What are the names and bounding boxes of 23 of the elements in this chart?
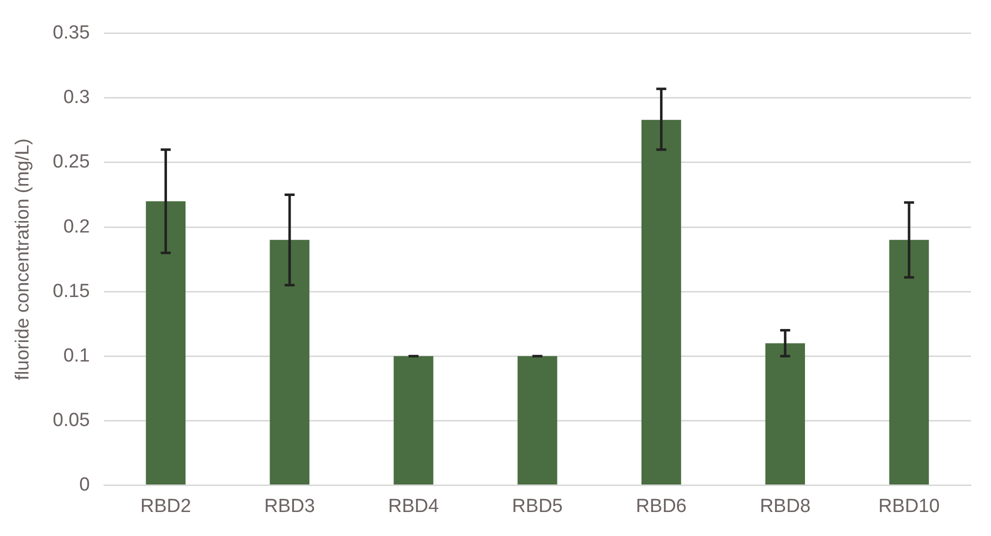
y-tick-label: 0.3 — [63, 87, 90, 108]
x-tick-label: RBD3 — [264, 496, 315, 517]
x-tick-label: RBD4 — [388, 496, 440, 517]
x-tick-label: RBD8 — [760, 496, 811, 517]
bar — [765, 343, 805, 484]
x-tick-label: RBD10 — [878, 496, 940, 517]
bar — [641, 120, 682, 484]
bar — [270, 240, 310, 484]
bar — [518, 356, 558, 484]
y-tick-label: 0.25 — [52, 152, 90, 173]
y-tick-label: 0.1 — [63, 345, 90, 366]
x-tick-label: RBD2 — [140, 496, 192, 517]
y-tick-label: 0.05 — [52, 410, 90, 431]
y-axis-title: fluoride concentration (mg/L) — [12, 138, 34, 380]
y-tick-label: 0.2 — [63, 216, 90, 238]
bar — [146, 201, 186, 484]
x-tick-label: RBD5 — [512, 496, 563, 517]
y-tick-label: 0.15 — [52, 280, 90, 302]
y-tick-label: 0 — [79, 474, 90, 496]
y-tick-label: 0.35 — [52, 22, 90, 44]
bar — [889, 240, 929, 484]
x-tick-label: RBD6 — [636, 496, 687, 517]
bar — [394, 356, 434, 484]
